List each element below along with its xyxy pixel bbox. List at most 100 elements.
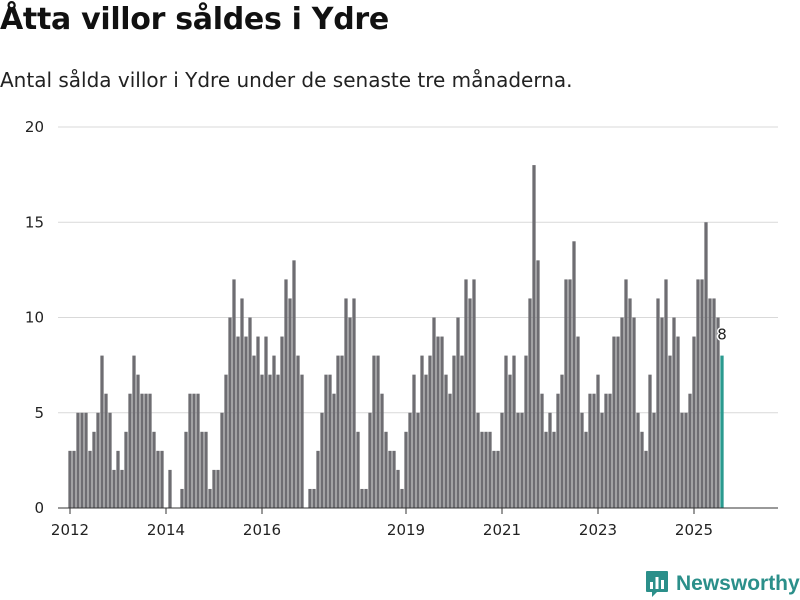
bar [132, 355, 136, 508]
bar [460, 355, 464, 508]
bar [636, 412, 640, 508]
bar [88, 450, 92, 508]
y-tick-label: 15 [25, 213, 44, 231]
bar [92, 431, 96, 508]
bar [612, 336, 616, 508]
bar [452, 355, 456, 508]
bar [232, 279, 236, 508]
bar [204, 431, 208, 508]
bar [84, 412, 88, 508]
bar [228, 317, 232, 508]
bar [376, 355, 380, 508]
bar [128, 393, 132, 508]
axes: 0 5 10 15 20 2012 2014 2016 2019 2021 2023 2025 [25, 118, 778, 539]
bar [124, 431, 128, 508]
bar [584, 431, 588, 508]
bar [616, 336, 620, 508]
bar [620, 317, 624, 508]
bar [120, 469, 124, 508]
bar [264, 336, 268, 508]
bar [448, 393, 452, 508]
bar [76, 412, 80, 508]
bar [672, 317, 676, 508]
bar [140, 393, 144, 508]
bar [508, 374, 512, 508]
bar [116, 450, 120, 508]
bar [296, 355, 300, 508]
bar [472, 279, 476, 508]
bar [80, 412, 84, 508]
bar [660, 317, 664, 508]
bar [260, 374, 264, 508]
bar [284, 279, 288, 508]
bar [136, 374, 140, 508]
bar [152, 431, 156, 508]
chart-title: Åtta villor såldes i Ydre [0, 2, 389, 37]
bar [488, 431, 492, 508]
bar [684, 412, 688, 508]
bar [292, 260, 296, 508]
bar [312, 488, 316, 508]
bar [576, 336, 580, 508]
bar [676, 336, 680, 508]
bar [444, 374, 448, 508]
bar [644, 450, 648, 508]
bar [476, 412, 480, 508]
bar [432, 317, 436, 508]
bar [564, 279, 568, 508]
bar [680, 412, 684, 508]
bar [596, 374, 600, 508]
bar [668, 355, 672, 508]
bar [592, 393, 596, 508]
bar [492, 450, 496, 508]
bar [100, 355, 104, 508]
bar [692, 336, 696, 508]
bar [456, 317, 460, 508]
bar [212, 469, 216, 508]
bar [188, 393, 192, 508]
bar [308, 488, 312, 508]
bar [196, 393, 200, 508]
bar [104, 393, 108, 508]
bar [552, 431, 556, 508]
bar [568, 279, 572, 508]
bar [380, 393, 384, 508]
bar [512, 355, 516, 508]
bar [700, 279, 704, 508]
bar [288, 298, 292, 508]
y-tick-label: 5 [34, 404, 44, 422]
bar [588, 393, 592, 508]
x-tick-label: 2023 [579, 521, 617, 539]
bar [556, 393, 560, 508]
bar [320, 412, 324, 508]
bar [416, 412, 420, 508]
bar [256, 336, 260, 508]
bar [548, 412, 552, 508]
bar [704, 222, 708, 508]
bar [68, 450, 72, 508]
bar [408, 412, 412, 508]
bar [428, 355, 432, 508]
bar [404, 431, 408, 508]
x-tick-label: 2014 [147, 521, 185, 539]
bar [184, 431, 188, 508]
bar [640, 431, 644, 508]
bar [464, 279, 468, 508]
bar [536, 260, 540, 508]
bar [412, 374, 416, 508]
bar [316, 450, 320, 508]
bar [208, 488, 212, 508]
bar [424, 374, 428, 508]
bar [524, 355, 528, 508]
bar [352, 298, 356, 508]
bar [652, 412, 656, 508]
bar [272, 355, 276, 508]
newsworthy-logo: Newsworthy [645, 570, 800, 598]
bar [716, 317, 720, 508]
bar [280, 336, 284, 508]
bar [504, 355, 508, 508]
last-value-label: 8 [717, 326, 727, 344]
bar [688, 393, 692, 508]
bar [144, 393, 148, 508]
